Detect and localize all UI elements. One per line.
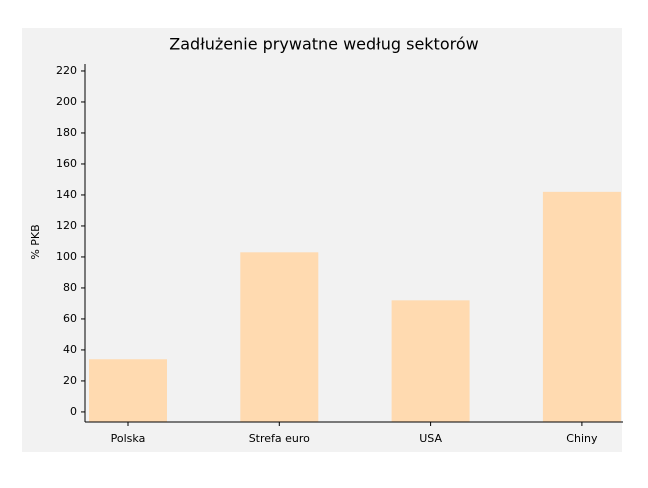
y-tick-label: 160 xyxy=(56,157,77,170)
y-tick-label: 100 xyxy=(56,250,77,263)
x-tick-label: Chiny xyxy=(566,432,598,445)
y-tick-label: 180 xyxy=(56,126,77,139)
y-tick-label: 80 xyxy=(63,281,77,294)
y-tick-label: 40 xyxy=(63,343,77,356)
y-axis-label: % PKB xyxy=(29,224,42,259)
bar xyxy=(542,191,621,422)
y-tick-label: 60 xyxy=(63,312,77,325)
y-tick-label: 220 xyxy=(56,64,77,77)
chart-title: Zadłużenie prywatne według sektorów xyxy=(169,35,478,54)
x-tick-label: Polska xyxy=(111,432,146,445)
y-tick-label: 0 xyxy=(70,405,77,418)
y-tick-label: 140 xyxy=(56,188,77,201)
y-tick-label: 20 xyxy=(63,374,77,387)
x-tick-label: USA xyxy=(419,432,442,445)
bar xyxy=(391,300,470,422)
y-tick-label: 120 xyxy=(56,219,77,232)
bar xyxy=(240,252,319,422)
bar xyxy=(89,359,167,422)
x-tick-label: Strefa euro xyxy=(249,432,310,445)
y-tick-label: 200 xyxy=(56,95,77,108)
